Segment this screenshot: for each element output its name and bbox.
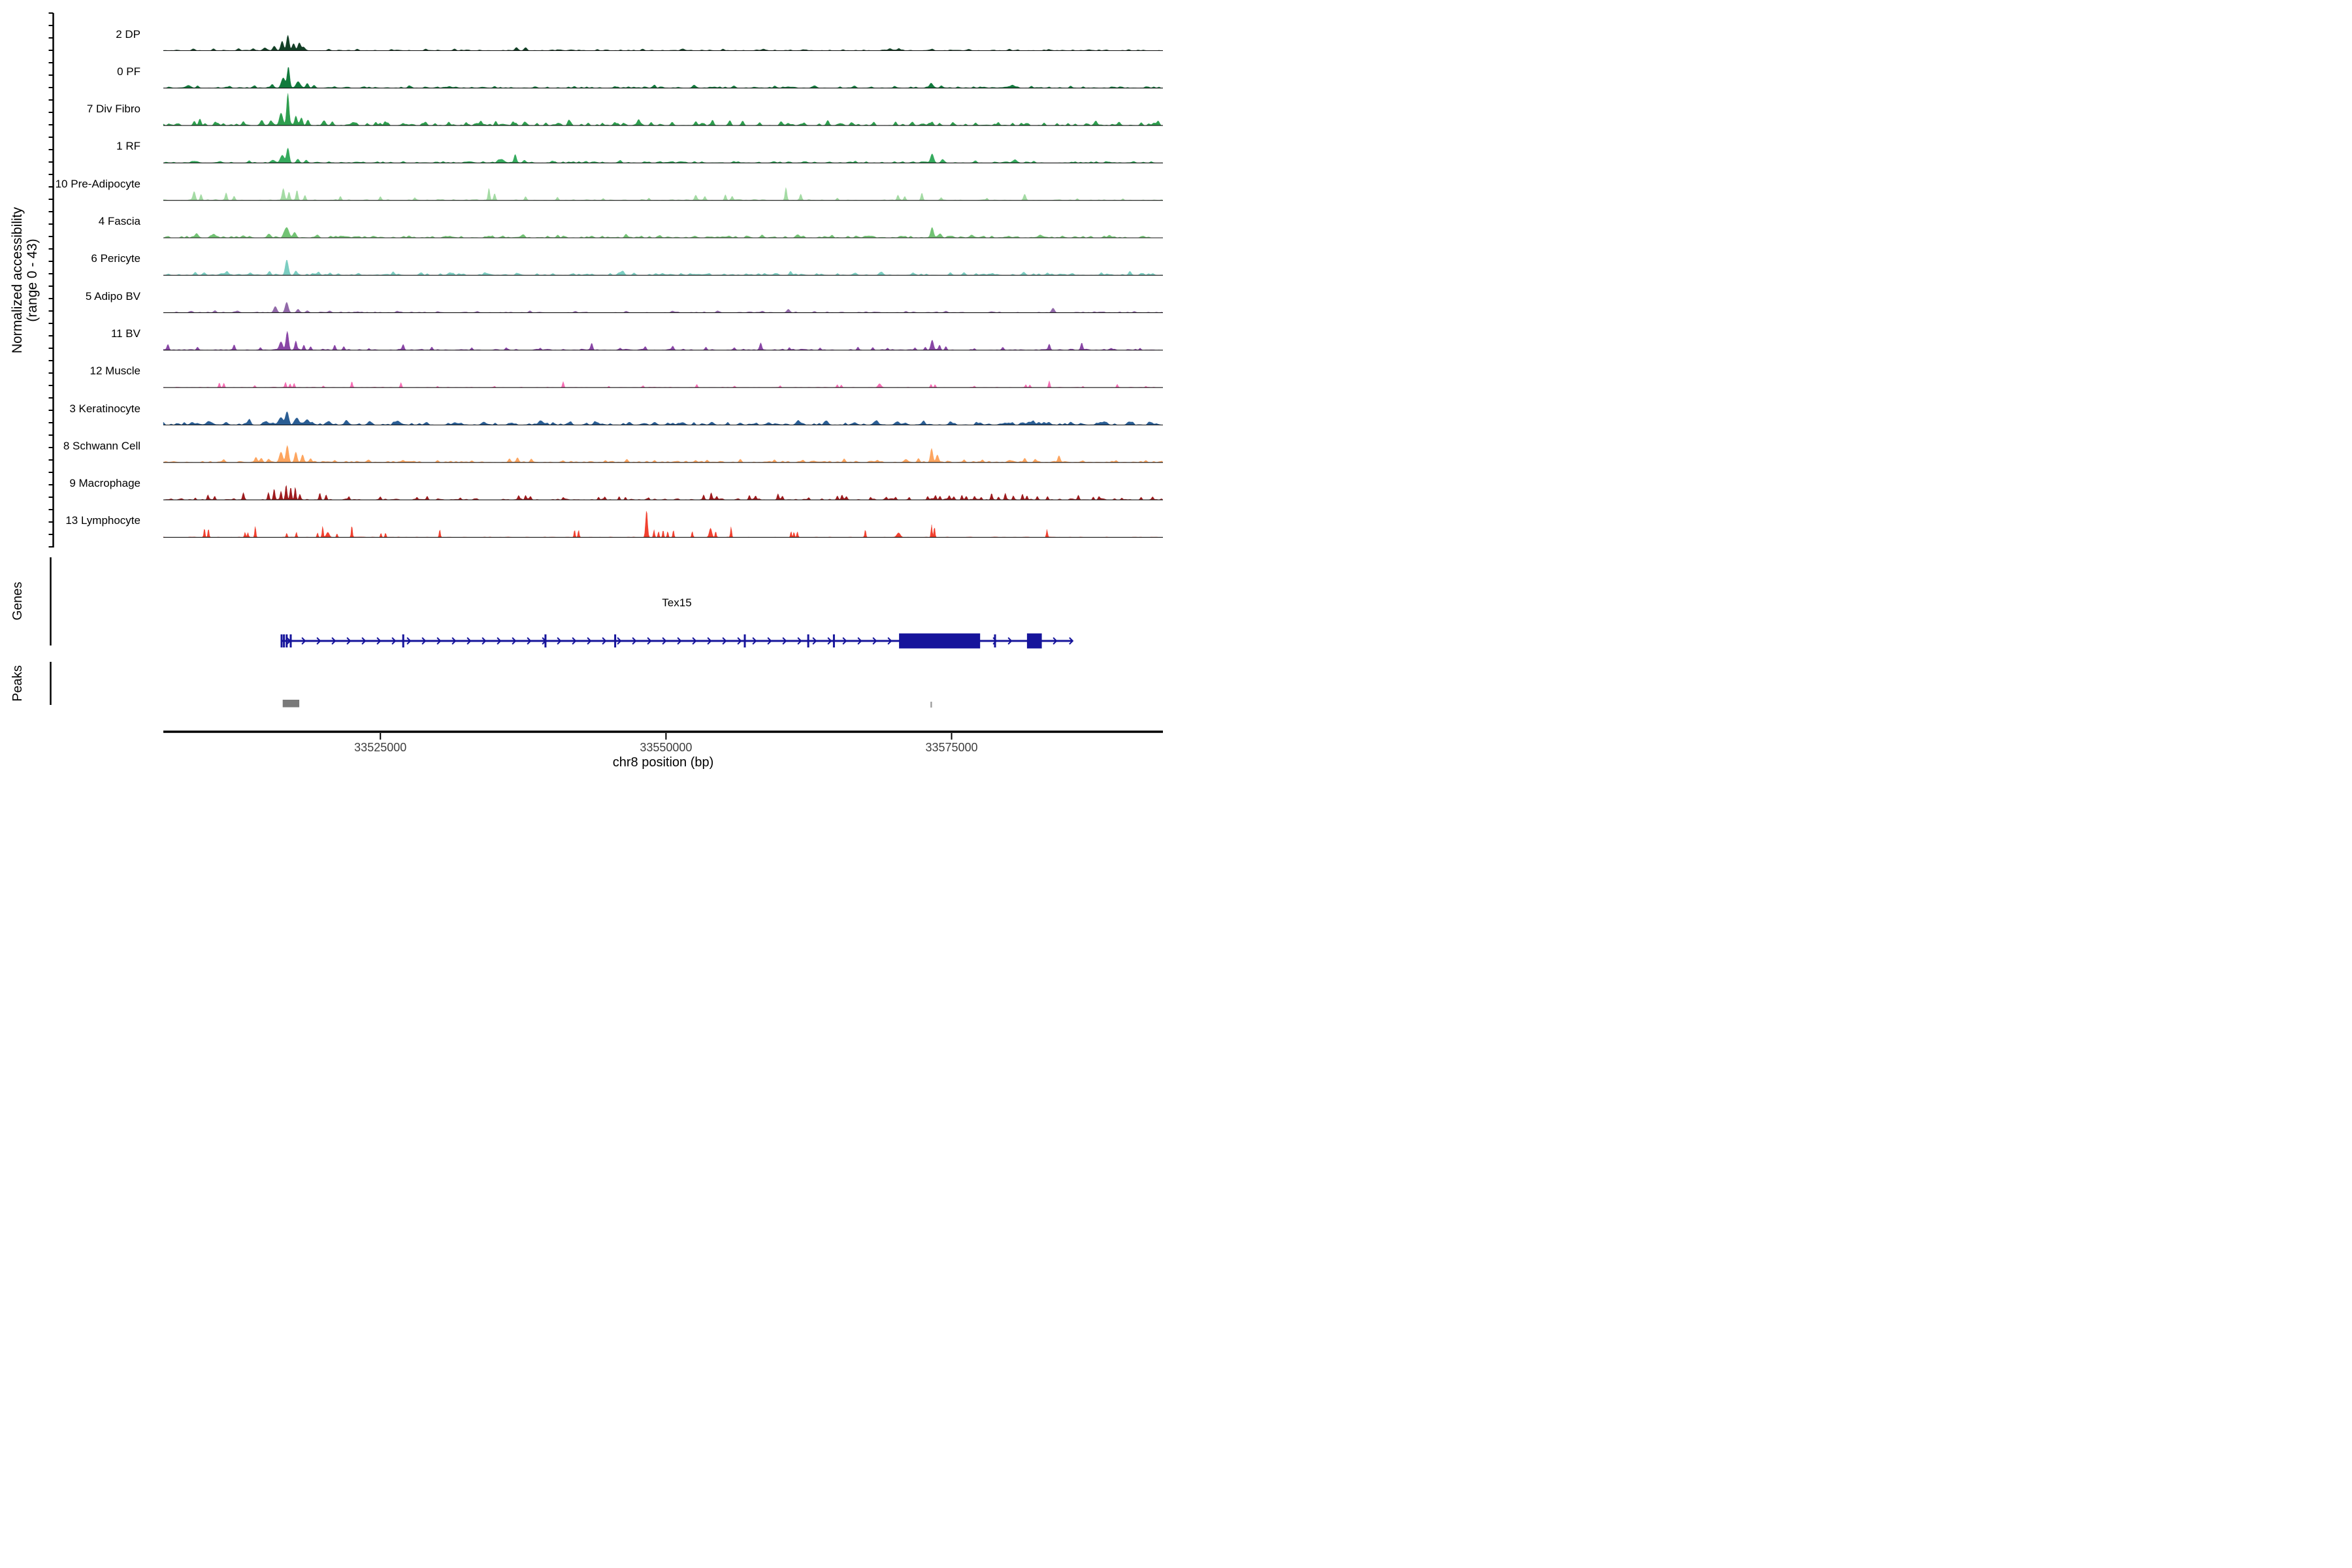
- track-label-9-macrophage: 9 Macrophage: [69, 477, 140, 490]
- coverage-plot-figure: Normalized accessibility (range 0 - 43) …: [0, 0, 1176, 784]
- track-label-5-adipo-bv: 5 Adipo BV: [85, 289, 140, 302]
- genes-section-label: Genes: [10, 581, 25, 621]
- track-signal-13-lymphocyte: [163, 511, 1163, 538]
- gene-exon-thin: [807, 634, 809, 647]
- track-label-6-pericyte: 6 Pericyte: [91, 252, 140, 265]
- gene-exon-thin: [544, 634, 547, 647]
- track-signal-0-pf: [163, 67, 1164, 89]
- x-axis-tick-label-1: 33550000: [640, 741, 693, 754]
- track-label-7-div-fibro: 7 Div Fibro: [86, 103, 140, 116]
- track-signal-2-dp: [163, 35, 1163, 51]
- track-signal-11-bv: [163, 331, 1163, 351]
- track-signal-8-schwann-cell: [163, 445, 1164, 463]
- gene-exon-thin: [286, 634, 288, 647]
- track-signal-3-keratinocyte: [163, 411, 1164, 425]
- gene-exon-thin: [289, 634, 292, 647]
- track-label-2-dp: 2 DP: [116, 27, 140, 41]
- gene-exon-thin: [832, 634, 835, 647]
- track-label-0-pf: 0 PF: [117, 65, 140, 78]
- gene-exon-block: [1026, 633, 1042, 649]
- gene-exon-thin: [994, 634, 996, 647]
- plot-canvas: [48, 12, 1164, 740]
- track-signal-5-adipo-bv: [163, 302, 1164, 313]
- y-axis-label-line2: (range 0 - 43): [25, 238, 40, 322]
- gene-exon-thin: [402, 634, 404, 647]
- track-label-3-keratinocyte: 3 Keratinocyte: [69, 402, 140, 415]
- track-label-10-pre-adipocyte: 10 Pre-Adipocyte: [55, 177, 140, 190]
- gene-exon-thin: [614, 634, 617, 647]
- track-label-11-bv: 11 BV: [110, 327, 140, 340]
- track-signal-1-rf: [163, 147, 1164, 163]
- gene-exon-thin: [283, 634, 286, 647]
- track-label-13-lymphocyte: 13 Lymphocyte: [65, 514, 140, 527]
- track-signal-10-pre-adipocyte: [163, 187, 1164, 201]
- track-signal-9-macrophage: [163, 485, 1164, 500]
- peaks-section-label: Peaks: [10, 665, 25, 702]
- track-signal-4-fascia: [163, 227, 1164, 238]
- track-label-1-rf: 1 RF: [116, 140, 140, 153]
- gene-exon-thin: [743, 634, 746, 647]
- track-label-4-fascia: 4 Fascia: [98, 215, 140, 227]
- track-label-12-muscle: 12 Muscle: [90, 365, 140, 378]
- track-signal-7-div-fibro: [163, 93, 1163, 126]
- track-label-8-schwann-cell: 8 Schwann Cell: [63, 439, 140, 452]
- gene-exon-block: [899, 633, 981, 649]
- gene-exon-thin: [280, 634, 283, 647]
- peak-region-2: [930, 702, 932, 708]
- peak-region-1: [282, 700, 300, 708]
- y-axis-label-line1: Normalized accessibility: [10, 206, 25, 354]
- x-axis-tick-label-0: 33525000: [354, 741, 407, 754]
- gene-name-label: Tex15: [662, 596, 692, 609]
- x-axis-tick-label-2: 33575000: [925, 741, 978, 754]
- track-signal-6-pericyte: [163, 259, 1164, 276]
- track-signal-12-muscle: [163, 380, 1163, 388]
- x-axis-title: chr8 position (bp): [612, 755, 714, 770]
- y-axis-label: Normalized accessibility (range 0 - 43): [10, 117, 40, 444]
